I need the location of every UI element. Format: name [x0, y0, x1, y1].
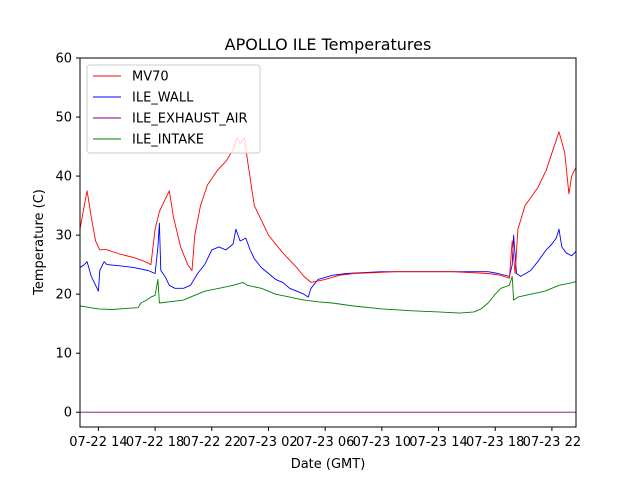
legend-label-ile-wall: ILE_WALL	[132, 91, 194, 106]
series-line-mv70	[80, 131, 576, 283]
y-tick-label: 50	[55, 111, 72, 126]
y-tick-label: 20	[55, 288, 72, 303]
series-layer	[80, 131, 576, 413]
series-line-ile-intake	[80, 275, 576, 314]
x-tick-label: 07-23 14	[409, 435, 467, 450]
legend-label-ile-intake: ILE_INTAKE	[132, 133, 204, 148]
legend-label-mv70: MV70	[132, 70, 169, 85]
y-tick-label: 10	[55, 347, 72, 362]
y-axis-label: Temperature (C)	[32, 189, 47, 296]
x-tick-label: 07-22 22	[183, 435, 241, 450]
x-tick-label: 07-23 22	[523, 435, 581, 450]
plot-frame	[79, 57, 577, 428]
chart-title: APOLLO ILE Temperatures	[225, 35, 432, 54]
x-tick-label: 07-23 06	[296, 435, 354, 450]
y-axis: 0 10 20 30 40 50 60	[55, 52, 80, 421]
y-tick-label: 30	[55, 229, 72, 244]
legend-box	[86, 64, 261, 154]
x-tick-label: 07-22 18	[126, 435, 184, 450]
x-axis-label: Date (GMT)	[291, 457, 366, 472]
series-line-ile-wall	[80, 222, 576, 298]
legend: MV70 ILE_WALL ILE_EXHAUST_AIR ILE_INTAKE	[86, 64, 261, 154]
x-tick-label: 07-23 18	[466, 435, 524, 450]
x-tick-label: 07-22 14	[69, 435, 127, 450]
y-tick-label: 40	[55, 170, 72, 185]
y-tick-label: 60	[55, 52, 72, 67]
x-tick-label: 07-23 10	[353, 435, 411, 450]
legend-label-ile-exhaust-air: ILE_EXHAUST_AIR	[132, 112, 248, 127]
x-tick-label: 07-23 02	[239, 435, 297, 450]
y-tick-label: 0	[64, 406, 72, 421]
